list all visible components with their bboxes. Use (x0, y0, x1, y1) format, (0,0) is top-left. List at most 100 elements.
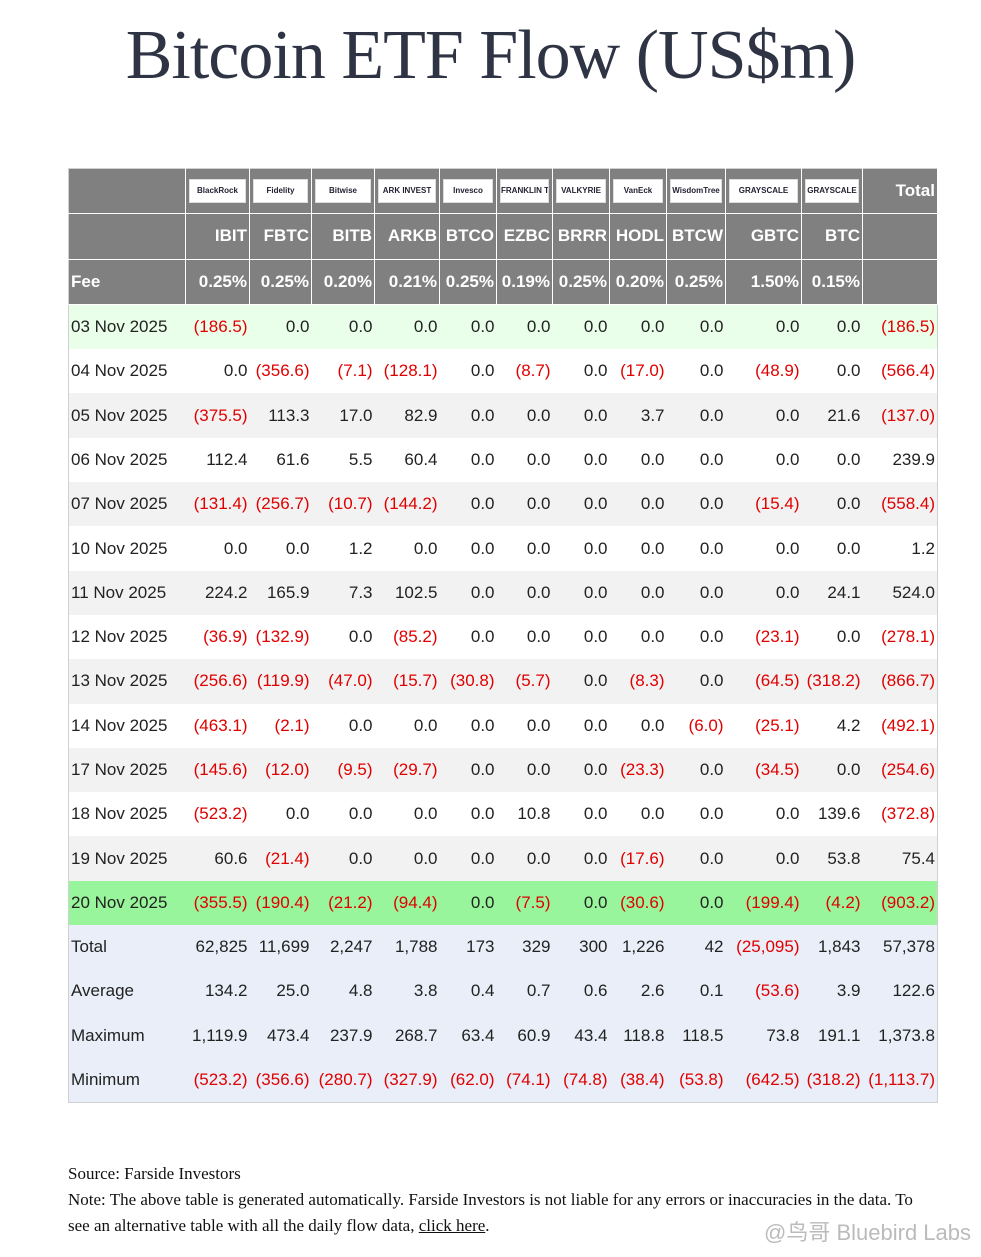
logo-cell: Fidelity (249, 168, 312, 215)
fund-logo: ARK INVEST (378, 179, 436, 204)
flow-value: 0.0 (801, 747, 863, 793)
summary-value: 2.6 (609, 969, 667, 1014)
summary-value: 191.1 (801, 1013, 863, 1058)
flow-value: 0.0 (439, 614, 497, 660)
flow-value: 0.0 (311, 614, 375, 660)
ticker-row: IBIT FBTC BITB ARKB BTCO EZBC BRRR HODL BTCW GBTC… (68, 213, 938, 260)
summary-value: (280.7) (311, 1057, 375, 1103)
flow-value: 0.0 (552, 880, 610, 926)
flow-value: 0.0 (496, 570, 553, 615)
summary-value: 43.4 (552, 1013, 610, 1058)
summary-value: 122.6 (862, 969, 938, 1014)
fee: 0.20% (311, 259, 375, 305)
fee: 0.25% (249, 259, 312, 305)
summary-value: (53.6) (725, 969, 802, 1014)
logo-cell: GRAYSCALE (801, 168, 863, 215)
summary-value: 134.2 (185, 969, 250, 1014)
flow-value: 0.0 (496, 304, 553, 350)
flow-value: 0.0 (311, 304, 375, 350)
flow-value: 0.0 (374, 526, 440, 571)
fund-logo: VanEck (613, 179, 663, 204)
total-header: Total (862, 168, 938, 215)
flow-value: 0.0 (496, 482, 553, 527)
fee: 0.19% (496, 259, 553, 305)
fee: 0.25% (666, 259, 726, 305)
date: 12 Nov 2025 (68, 614, 186, 660)
flow-value: (278.1) (862, 614, 938, 660)
summary-value: (38.4) (609, 1057, 667, 1103)
logo-cell: GRAYSCALE (725, 168, 802, 215)
summary-value: 57,378 (862, 925, 938, 970)
summary-value: (25,095) (725, 925, 802, 970)
flow-value: (23.1) (725, 614, 802, 660)
flow-row: 10 Nov 2025 0.0 0.0 1.2 0.0 0.0 0.0 0.0 0.0 0.0 0.… (68, 526, 938, 571)
fee: 0.25% (552, 259, 610, 305)
flow-value: (7.1) (311, 349, 375, 394)
blank-cell (862, 213, 938, 260)
logo-cell: VALKYRIE (552, 168, 610, 215)
fund-logo: Fidelity (253, 179, 308, 204)
flow-value: 24.1 (801, 570, 863, 615)
flow-value: (85.2) (374, 614, 440, 660)
logo-row: BlackRock Fidelity Bitwise ARK INVEST Invesc… (68, 168, 938, 215)
flow-value: (8.3) (609, 659, 667, 704)
summary-value: 0.7 (496, 969, 553, 1014)
note-text: Note: The above table is generated autom… (68, 1190, 913, 1235)
flow-value: (5.7) (496, 659, 553, 704)
logo-cell: VanEck (609, 168, 667, 215)
flow-value: 0.0 (552, 393, 610, 438)
summary-value: 329 (496, 925, 553, 970)
flow-value: 0.0 (609, 703, 667, 748)
flow-row: 20 Nov 2025 (355.5) (190.4) (21.2) (94.4) 0.0… (68, 880, 938, 926)
summary-value: 0.1 (666, 969, 726, 1014)
summary-value: 1,119.9 (185, 1013, 250, 1058)
flow-value: (8.7) (496, 349, 553, 394)
flow-value: 0.0 (801, 349, 863, 394)
flow-value: (132.9) (249, 614, 312, 660)
flow-value: 1.2 (311, 526, 375, 571)
flow-value: (566.4) (862, 349, 938, 394)
ticker: FBTC (249, 213, 312, 260)
flow-value: 3.7 (609, 393, 667, 438)
flow-value: (199.4) (725, 880, 802, 926)
fee: 0.15% (801, 259, 863, 305)
flow-value: 0.0 (609, 482, 667, 527)
flow-row: 04 Nov 2025 0.0 (356.6) (7.1) (128.1) 0.0 (8.7… (68, 349, 938, 394)
flow-value: 0.0 (496, 393, 553, 438)
summary-label: Total (68, 925, 186, 970)
flow-value: 102.5 (374, 570, 440, 615)
ticker: BTCW (666, 213, 726, 260)
ticker: HODL (609, 213, 667, 260)
flow-value: (254.6) (862, 747, 938, 793)
flow-value: 0.0 (439, 747, 497, 793)
summary-value: 3.8 (374, 969, 440, 1014)
summary-row: Average 134.2 25.0 4.8 3.8 0.4 0.7 0.6 2.6 0.1 (53… (68, 969, 938, 1014)
flow-value: 0.0 (666, 570, 726, 615)
flow-value: (29.7) (374, 747, 440, 793)
flow-value: (186.5) (185, 304, 250, 350)
flow-value: 0.0 (439, 482, 497, 527)
flow-value: (558.4) (862, 482, 938, 527)
flow-value: 0.0 (185, 349, 250, 394)
flow-value: (137.0) (862, 393, 938, 438)
flow-value: (25.1) (725, 703, 802, 748)
fund-logo: BlackRock (189, 179, 246, 204)
summary-value: 118.8 (609, 1013, 667, 1058)
summary-value: 118.5 (666, 1013, 726, 1058)
flow-value: (492.1) (862, 703, 938, 748)
flow-value: 0.0 (725, 393, 802, 438)
summary-value: 42 (666, 925, 726, 970)
flow-value: 0.0 (725, 836, 802, 881)
ticker: GBTC (725, 213, 802, 260)
ticker: BITB (311, 213, 375, 260)
flow-value: 21.6 (801, 393, 863, 438)
flow-value: 0.0 (666, 614, 726, 660)
flow-row: 13 Nov 2025 (256.6) (119.9) (47.0) (15.7) (30… (68, 659, 938, 704)
flow-value: (375.5) (185, 393, 250, 438)
date: 18 Nov 2025 (68, 792, 186, 837)
flow-value: 1.2 (862, 526, 938, 571)
note-link[interactable]: click here (418, 1216, 486, 1235)
summary-label: Minimum (68, 1057, 186, 1103)
flow-value: 0.0 (609, 570, 667, 615)
flow-value: 0.0 (666, 836, 726, 881)
